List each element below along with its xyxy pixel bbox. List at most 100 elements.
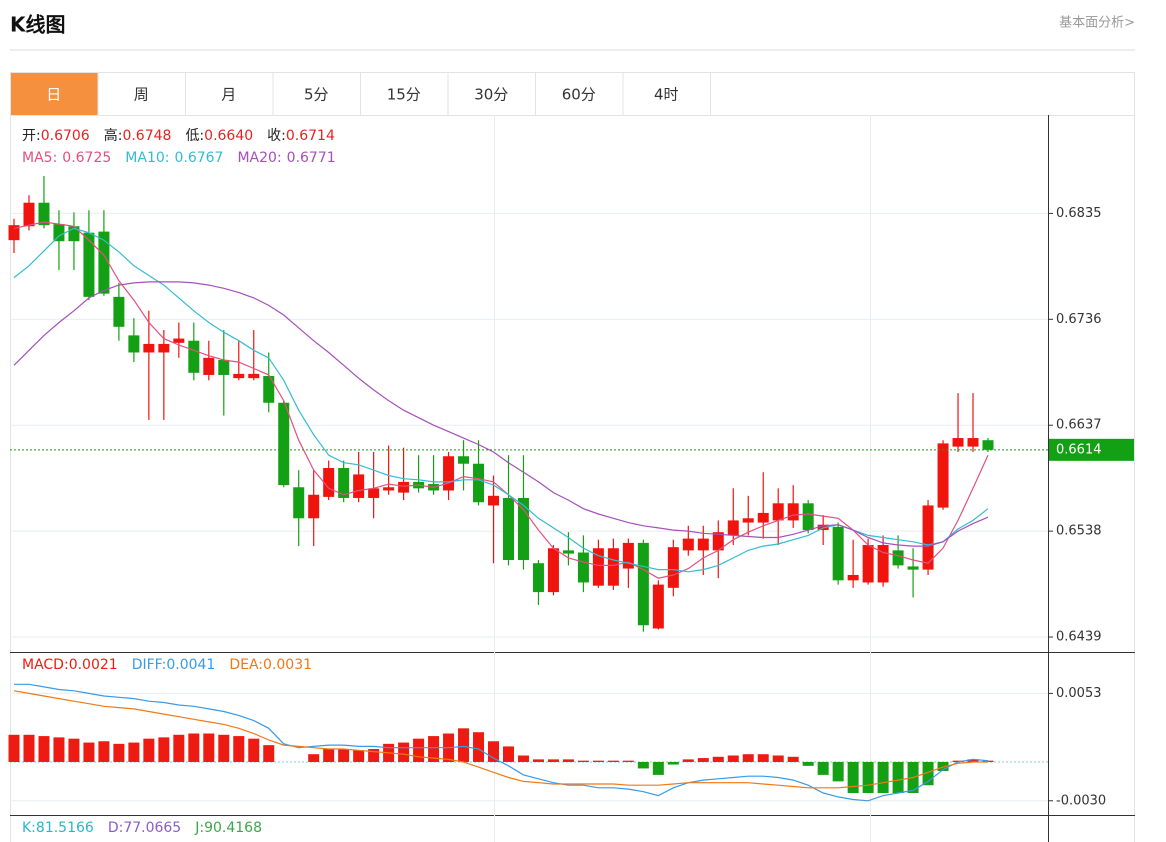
macd-bar: [458, 728, 470, 762]
macd-bar: [532, 759, 544, 762]
y-tick-label: 0.0053: [1056, 686, 1102, 701]
macd-bar: [263, 745, 275, 762]
macd-bar: [23, 734, 35, 762]
legend-label: DIFF:: [132, 657, 167, 673]
macd-bar: [323, 749, 335, 762]
candle-body: [353, 474, 365, 498]
candle-body: [128, 335, 140, 353]
macd-bar: [398, 742, 410, 762]
legend: 开:0.6706 高:0.6748 低:0.6640 收:0.6714: [22, 127, 335, 144]
macd-bar: [547, 759, 559, 762]
macd-bar: [802, 761, 814, 766]
fundamental-link[interactable]: 基本面分析>: [1059, 16, 1135, 31]
candle-body: [532, 563, 544, 593]
legend-label: 开:: [22, 128, 41, 144]
tab-label[interactable]: 周: [134, 86, 149, 104]
macd-bar: [53, 737, 65, 762]
legend: MACD:0.0021 DIFF:0.0041 DEA:0.0031: [22, 657, 312, 673]
macd-bar: [68, 738, 80, 762]
candle-body: [278, 402, 290, 486]
macd-bar: [428, 736, 440, 762]
macd-bar: [622, 760, 634, 762]
candle-body: [892, 550, 904, 566]
legend-value: 81.5166: [36, 820, 94, 836]
tab[interactable]: [185, 72, 274, 116]
macd-bar: [173, 734, 185, 762]
candle-body: [173, 338, 185, 343]
macd-line: [13, 690, 988, 789]
candle-body: [368, 488, 380, 498]
macd-bar: [682, 759, 694, 762]
candle-body: [98, 231, 110, 294]
macd-bar: [757, 754, 769, 762]
candle-body: [712, 532, 724, 551]
tab[interactable]: [447, 72, 536, 116]
legend-value: 0.6725: [62, 150, 111, 166]
candle-body: [218, 359, 230, 375]
candle-body: [23, 202, 35, 227]
macd-bar: [667, 761, 679, 765]
candle-body: [233, 373, 245, 379]
macd-bar: [877, 761, 889, 794]
candle-body: [967, 438, 979, 447]
legend-value: 0.0031: [263, 657, 312, 673]
candle-body: [727, 520, 739, 536]
tab[interactable]: [272, 72, 361, 116]
candle-body: [577, 552, 589, 583]
tab-label[interactable]: 15分: [387, 86, 421, 104]
legend-value: 0.6771: [287, 150, 336, 166]
macd-bar: [473, 732, 485, 762]
tab[interactable]: [10, 72, 99, 116]
macd-bar: [652, 761, 664, 775]
macd-bar: [188, 733, 200, 762]
tab[interactable]: [622, 72, 711, 116]
tab[interactable]: [97, 72, 186, 116]
candle-body: [188, 340, 200, 373]
macd-bar: [502, 746, 514, 762]
y-tick-label: 0.6538: [1056, 524, 1102, 539]
chart-frame: [10, 72, 1135, 842]
tab-label[interactable]: 5分: [304, 86, 329, 104]
tab[interactable]: [535, 72, 624, 116]
tab-label[interactable]: 60分: [562, 86, 596, 104]
macd-bar: [982, 760, 994, 762]
macd-bar: [562, 759, 574, 762]
legend-label: J:: [194, 820, 204, 836]
ma-line: [13, 221, 989, 579]
macd-bar: [158, 737, 170, 762]
macd-bar: [967, 759, 979, 762]
tab-label[interactable]: 月: [221, 86, 236, 104]
legend-label: DEA:: [229, 657, 263, 673]
candle-body: [607, 548, 619, 586]
candle-body: [922, 505, 934, 570]
macd-bar: [742, 754, 754, 762]
candle-body: [667, 547, 679, 588]
candle-body: [143, 343, 155, 353]
candle-body: [517, 497, 529, 561]
legend: K:81.5166 D:77.0665 J:90.4168: [22, 820, 262, 836]
macd-bar: [697, 758, 709, 762]
candle-body: [682, 538, 694, 551]
page-title: K线图: [10, 13, 66, 37]
legend-label: MACD:: [22, 657, 69, 673]
candle-body: [53, 224, 65, 242]
candle-body: [158, 343, 170, 353]
candle-body: [113, 296, 125, 327]
macd-bar: [817, 761, 829, 775]
macd-bar: [727, 755, 739, 762]
tab-label[interactable]: 4时: [654, 86, 679, 104]
y-tick-label: 0.6637: [1056, 418, 1102, 433]
macd-bar: [8, 734, 20, 762]
legend-label: 低:: [185, 128, 204, 144]
legend-value: 0.6748: [122, 128, 171, 144]
legend-value: 77.0665: [123, 820, 181, 836]
tab-label[interactable]: 30分: [474, 86, 508, 104]
y-tick-label: 0.6439: [1056, 630, 1102, 645]
candle-body: [443, 456, 455, 491]
legend-label: 收:: [267, 128, 286, 144]
macd-bar: [218, 734, 230, 762]
tab-label[interactable]: 日: [46, 86, 61, 104]
macd-bar: [248, 738, 260, 762]
macd-bar: [592, 760, 604, 762]
